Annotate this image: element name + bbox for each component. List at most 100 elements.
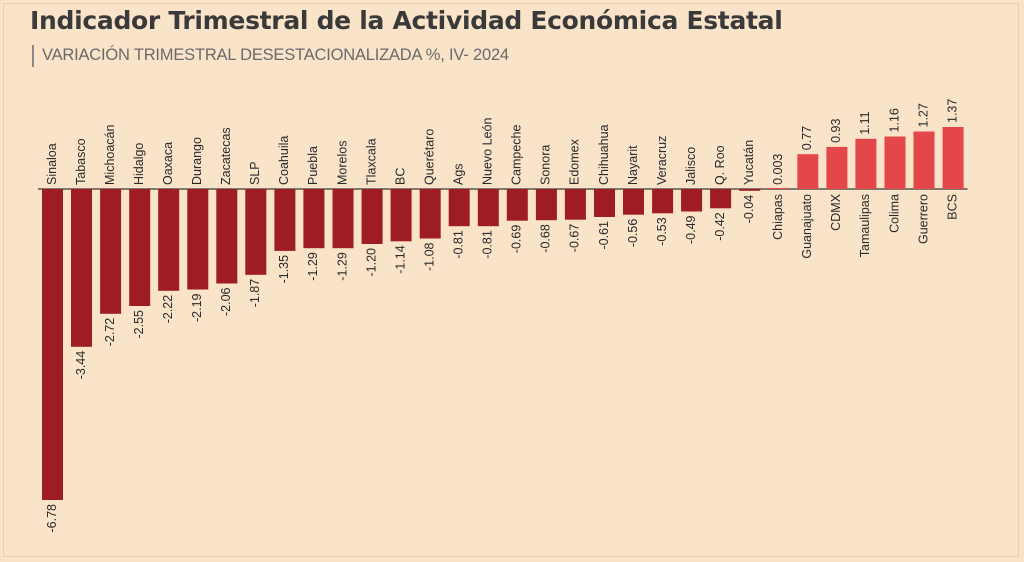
bar — [187, 189, 209, 290]
category-label: Zacatecas — [219, 127, 233, 185]
value-label: 1.11 — [858, 111, 872, 134]
value-label: 1.16 — [887, 108, 901, 132]
bar — [739, 189, 761, 191]
bar — [913, 131, 935, 189]
value-label: -1.35 — [277, 255, 291, 284]
chart-subtitle: VARIACIÓN TRIMESTRAL DESESTACIONALIZADA … — [42, 46, 509, 64]
bar — [884, 136, 906, 189]
value-label: 0.003 — [771, 154, 785, 185]
value-label: -2.72 — [103, 318, 117, 347]
category-label: Jalisco — [684, 147, 698, 185]
value-label: -6.78 — [45, 504, 59, 533]
bar — [681, 189, 703, 212]
bar — [448, 189, 470, 227]
category-label: Nayarit — [626, 145, 640, 185]
category-label: BCS — [945, 194, 959, 220]
bar — [158, 189, 180, 291]
bar — [303, 189, 325, 249]
value-label: -1.29 — [306, 252, 320, 281]
bar — [623, 189, 644, 215]
bar — [100, 189, 122, 314]
bar — [535, 189, 557, 221]
bar — [855, 138, 877, 189]
category-label: Querétaro — [422, 129, 436, 185]
bar — [477, 189, 499, 227]
category-label: CDMX — [829, 193, 843, 230]
category-label: Nuevo León — [481, 118, 495, 185]
bar — [71, 189, 92, 347]
bar — [594, 189, 615, 217]
category-label: Guerrero — [916, 194, 930, 244]
category-label: Durango — [190, 137, 204, 185]
category-label: Q. Roo — [713, 145, 727, 185]
value-label: 1.27 — [916, 103, 930, 127]
bar — [390, 189, 412, 242]
category-label: Sonora — [539, 145, 553, 185]
bar — [506, 189, 528, 221]
category-label: Chiapas — [771, 194, 785, 240]
category-label: Puebla — [306, 146, 320, 185]
category-label: Yucatán — [742, 140, 756, 185]
bar — [710, 189, 732, 209]
bar — [419, 189, 441, 239]
subtitle-divider — [32, 45, 34, 67]
value-label: -0.49 — [684, 215, 698, 244]
category-label: BC — [393, 168, 407, 185]
category-label: Michoacán — [103, 125, 117, 185]
value-label: -0.68 — [539, 224, 553, 253]
value-label: -0.81 — [481, 230, 495, 259]
bar — [797, 154, 819, 189]
value-label: -2.19 — [190, 293, 204, 322]
value-label: -0.53 — [655, 217, 669, 246]
value-label: -2.06 — [219, 287, 233, 316]
category-label: Veracruz — [655, 136, 669, 185]
value-label: -0.56 — [626, 219, 640, 248]
value-label: -0.42 — [713, 212, 727, 241]
bar — [245, 189, 267, 275]
value-label: -1.87 — [248, 279, 262, 308]
value-label: -2.55 — [132, 310, 146, 339]
bar — [826, 146, 848, 189]
bar — [768, 188, 790, 189]
value-label: -2.22 — [161, 295, 175, 324]
value-label: -3.44 — [74, 351, 88, 380]
value-label: 0.77 — [800, 126, 814, 150]
value-label: -1.08 — [422, 242, 436, 271]
bar — [216, 189, 238, 284]
category-label: Chihuahua — [597, 124, 611, 185]
category-label: Guanajuato — [800, 194, 814, 259]
bar — [332, 189, 354, 249]
category-label: Colima — [887, 194, 901, 233]
category-label: Tlaxcala — [364, 138, 378, 185]
chart-title: Indicador Trimestral de la Actividad Eco… — [30, 6, 783, 35]
category-label: Campeche — [510, 125, 524, 185]
value-label: -0.81 — [451, 230, 465, 259]
category-label: SLP — [248, 161, 262, 185]
value-label: -1.20 — [364, 248, 378, 277]
category-label: Hidalgo — [132, 143, 146, 185]
value-label: -0.61 — [597, 221, 611, 250]
category-label: Edomex — [568, 138, 582, 185]
category-label: Oaxaca — [161, 142, 175, 185]
category-label: Sinaloa — [45, 143, 59, 185]
bar — [564, 189, 586, 220]
category-label: Tamaulipas — [858, 194, 872, 257]
value-label: -0.67 — [568, 224, 582, 253]
bar — [274, 189, 296, 251]
bar — [42, 189, 63, 500]
category-label: Coahuila — [277, 136, 291, 185]
value-label: -0.69 — [510, 225, 524, 254]
bar — [361, 189, 383, 244]
value-label: -1.29 — [335, 252, 349, 281]
bar — [942, 127, 964, 189]
value-label: 1.37 — [945, 99, 959, 123]
value-label: -0.04 — [742, 195, 756, 224]
category-label: Ags — [451, 163, 465, 185]
value-label: 0.93 — [829, 119, 843, 143]
value-label: -1.14 — [393, 245, 407, 274]
category-label: Morelos — [335, 141, 349, 185]
bar — [652, 189, 674, 214]
category-label: Tabasco — [74, 138, 88, 185]
bar — [129, 189, 151, 306]
